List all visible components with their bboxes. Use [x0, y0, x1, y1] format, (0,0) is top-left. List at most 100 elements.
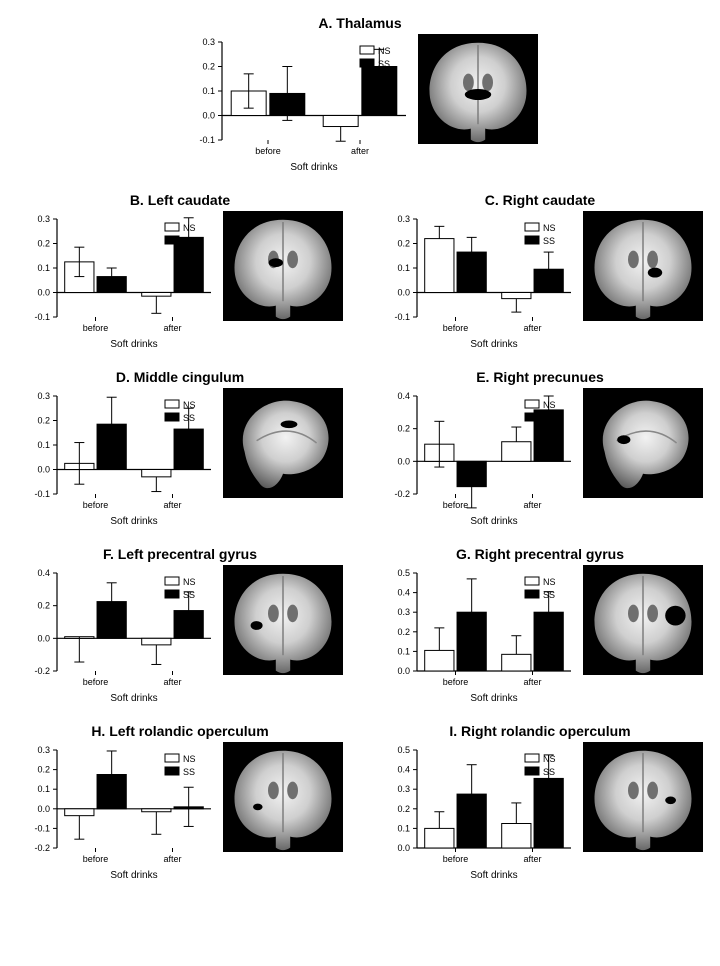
- panel-i: I. Right rolandic operculum0.00.10.20.30…: [370, 723, 710, 882]
- panel-body: -0.2-0.10.00.10.20.3beforeafterSoft drin…: [17, 742, 343, 882]
- bar-chart: -0.10.00.10.20.3beforeafterSoft drinksNS…: [377, 211, 577, 351]
- svg-text:before: before: [443, 677, 469, 687]
- svg-text:NS: NS: [543, 577, 556, 587]
- svg-text:0.1: 0.1: [37, 440, 50, 450]
- panel-title: I. Right rolandic operculum: [449, 723, 630, 739]
- svg-text:Soft drinks: Soft drinks: [470, 693, 517, 704]
- brain-slice: [583, 388, 703, 498]
- svg-text:before: before: [83, 677, 109, 687]
- svg-text:NS: NS: [183, 400, 196, 410]
- panel-title: A. Thalamus: [318, 15, 401, 31]
- panel-title: H. Left rolandic operculum: [91, 723, 268, 739]
- brain-slice: [223, 742, 343, 852]
- roi-marker: [648, 268, 662, 278]
- brain-slice: [418, 34, 538, 144]
- svg-text:0.1: 0.1: [202, 86, 215, 96]
- brain-slice: [223, 565, 343, 675]
- panel-body: -0.10.00.10.20.3beforeafterSoft drinksNS…: [377, 211, 703, 351]
- svg-text:0.0: 0.0: [37, 465, 50, 475]
- svg-text:0.0: 0.0: [397, 666, 410, 676]
- svg-text:0.5: 0.5: [397, 745, 410, 755]
- svg-text:SS: SS: [543, 236, 555, 246]
- svg-text:NS: NS: [183, 223, 196, 233]
- bar-chart: -0.20.00.20.4beforeafterSoft drinksNSSS: [17, 565, 217, 705]
- svg-text:-0.2: -0.2: [34, 666, 50, 676]
- panel-e: E. Right precunues-0.20.00.20.4beforeaft…: [370, 369, 710, 528]
- bar-ss: [457, 794, 486, 848]
- roi-marker: [269, 258, 283, 267]
- bar-ns: [502, 654, 531, 671]
- svg-text:after: after: [523, 677, 541, 687]
- bar-ns: [425, 828, 454, 848]
- svg-text:after: after: [523, 323, 541, 333]
- svg-text:Soft drinks: Soft drinks: [470, 516, 517, 527]
- svg-text:0.3: 0.3: [397, 214, 410, 224]
- svg-text:0.0: 0.0: [397, 456, 410, 466]
- svg-text:before: before: [255, 146, 281, 156]
- panel-body: -0.10.00.10.20.3beforeafterSoft drinksNS…: [17, 211, 343, 351]
- svg-text:before: before: [83, 854, 109, 864]
- panel-title: C. Right caudate: [485, 192, 595, 208]
- panel-body: 0.00.10.20.30.40.5beforeafterSoft drinks…: [377, 742, 703, 882]
- svg-text:SS: SS: [183, 413, 195, 423]
- svg-text:before: before: [443, 323, 469, 333]
- panel-title: F. Left precentral gyrus: [103, 546, 257, 562]
- roi-marker: [465, 89, 491, 100]
- svg-text:0.0: 0.0: [37, 804, 50, 814]
- svg-text:SS: SS: [543, 590, 555, 600]
- panel-a: A. Thalamus-0.10.00.10.20.3beforeafterSo…: [10, 15, 710, 174]
- svg-text:0.1: 0.1: [397, 823, 410, 833]
- svg-text:0.2: 0.2: [397, 627, 410, 637]
- svg-text:after: after: [163, 677, 181, 687]
- svg-text:before: before: [443, 500, 469, 510]
- bar-ss: [457, 612, 486, 671]
- svg-text:Soft drinks: Soft drinks: [110, 870, 157, 881]
- bar-ns: [425, 650, 454, 671]
- svg-text:-0.1: -0.1: [394, 312, 410, 322]
- bar-ss: [97, 775, 126, 809]
- svg-text:before: before: [83, 323, 109, 333]
- svg-text:0.2: 0.2: [202, 62, 215, 72]
- panel-title: E. Right precunues: [476, 369, 604, 385]
- svg-text:0.3: 0.3: [202, 37, 215, 47]
- bar-ss: [97, 424, 126, 469]
- svg-text:0.1: 0.1: [37, 263, 50, 273]
- svg-text:0.3: 0.3: [397, 607, 410, 617]
- svg-text:Soft drinks: Soft drinks: [290, 162, 337, 173]
- panel-body: -0.20.00.20.4beforeafterSoft drinksNSSS: [377, 388, 703, 528]
- brain-slice: [583, 211, 703, 321]
- svg-text:NS: NS: [543, 754, 556, 764]
- bar-ss: [457, 461, 486, 486]
- svg-text:SS: SS: [183, 236, 195, 246]
- bar-chart: -0.2-0.10.00.10.20.3beforeafterSoft drin…: [17, 742, 217, 882]
- svg-text:after: after: [163, 323, 181, 333]
- bar-ss: [362, 67, 397, 116]
- svg-text:SS: SS: [543, 767, 555, 777]
- bar-ns: [142, 809, 171, 812]
- bar-chart: -0.20.00.20.4beforeafterSoft drinksNSSS: [377, 388, 577, 528]
- brain-slice: [223, 211, 343, 321]
- bar-ss: [534, 778, 563, 848]
- bar-ns: [142, 470, 171, 477]
- svg-text:-0.2: -0.2: [394, 489, 410, 499]
- panel-title: B. Left caudate: [130, 192, 230, 208]
- svg-text:NS: NS: [378, 46, 391, 56]
- svg-text:NS: NS: [543, 400, 556, 410]
- panel-c: C. Right caudate-0.10.00.10.20.3beforeaf…: [370, 192, 710, 351]
- bar-ss: [174, 611, 203, 639]
- bar-ns: [502, 824, 531, 849]
- svg-text:0.2: 0.2: [37, 601, 50, 611]
- figure-grid: A. Thalamus -0.1 0.0 0.1 0.2 0.3 before after So…: [10, 15, 710, 882]
- bar-ss: [97, 602, 126, 639]
- brain-slice: [583, 565, 703, 675]
- svg-text:before: before: [83, 500, 109, 510]
- brain-slice: [223, 388, 343, 498]
- svg-text:SS: SS: [183, 767, 195, 777]
- roi-marker: [251, 621, 263, 630]
- svg-text:0.0: 0.0: [397, 843, 410, 853]
- panel-f: F. Left precentral gyrus-0.20.00.20.4bef…: [10, 546, 350, 705]
- roi-marker: [281, 420, 298, 428]
- svg-text:-0.1: -0.1: [34, 312, 50, 322]
- svg-text:after: after: [523, 500, 541, 510]
- svg-text:0.3: 0.3: [37, 214, 50, 224]
